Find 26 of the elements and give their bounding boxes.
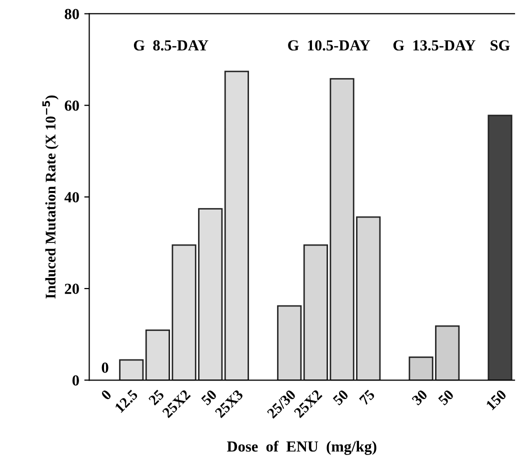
bar [119,359,144,380]
bar [488,114,512,380]
x-tick-label: 75 [359,389,376,406]
y-tick-label: 80 [64,8,79,20]
bar [224,70,249,380]
x-tick-label: 50 [200,389,218,406]
annotation: G 8.5-DAY [134,40,208,51]
data-label: 0 [102,362,108,373]
x-tick-label: 30 [411,389,428,406]
annotation: G 13.5-DAY [393,40,476,51]
annotation: SG [490,40,510,51]
y-tick-label: 60 [64,100,79,111]
x-axis-title: Dose of ENU (mg/kg) [227,440,376,455]
x-tick-label: 50 [438,389,454,406]
x-tick-label: 0 [100,389,112,400]
annotation: G 10.5-DAY [288,40,370,51]
bar [277,305,302,380]
x-tick-label: 150 [486,389,507,410]
x-tick-label: 25 [148,389,165,406]
x-tick-label: 50 [332,389,349,406]
y-tick-label: 40 [64,192,79,202]
x-tick-label: 12.5 [114,389,138,413]
y-axis-title: Induced Mutation Rate (X 10$^{−5}$) [42,96,58,299]
y-tick-label: 20 [64,284,79,294]
y-tick-label: 0 [72,375,79,386]
bar [145,330,170,380]
